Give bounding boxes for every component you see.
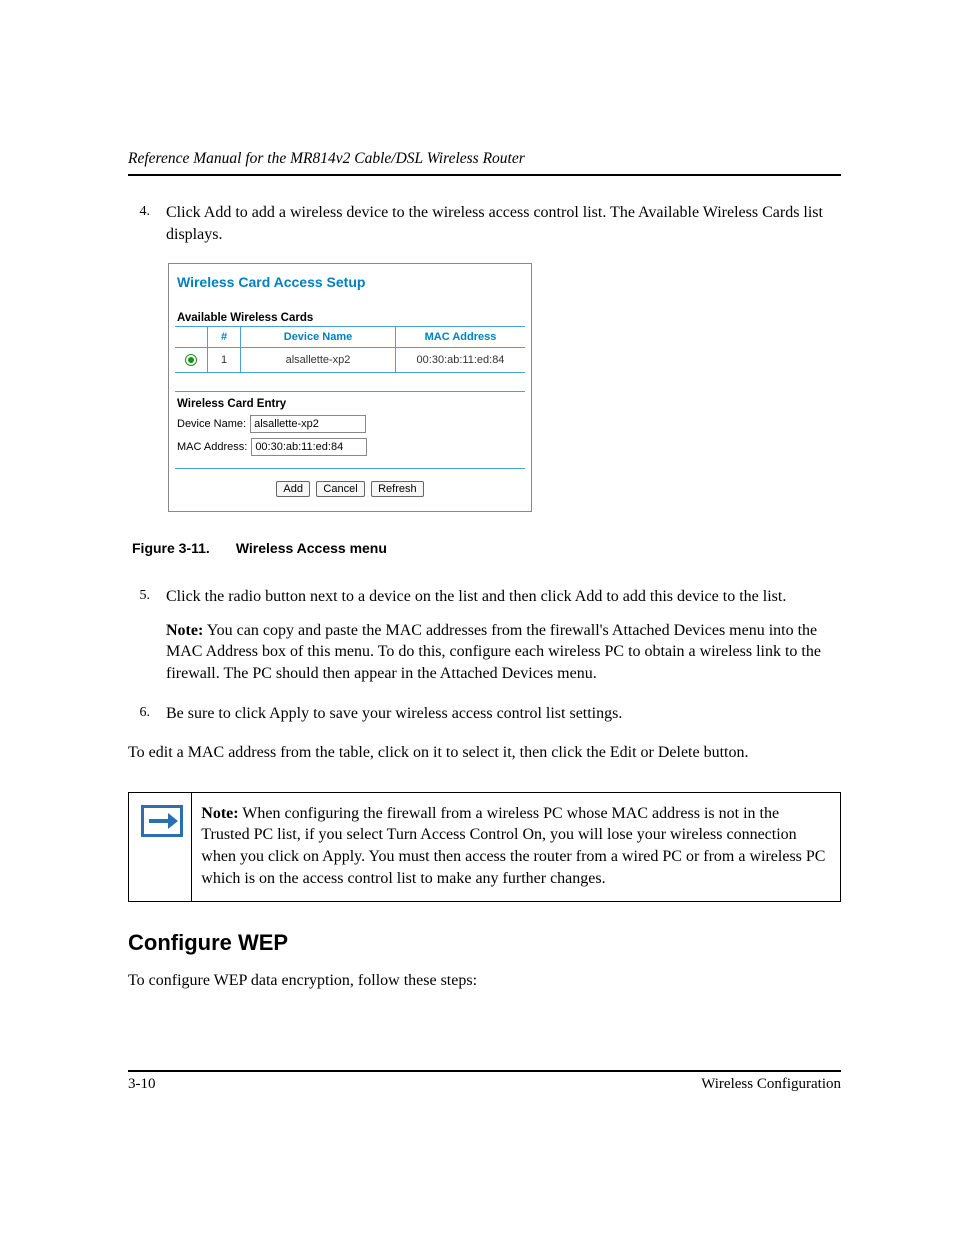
refresh-button[interactable]: Refresh	[371, 481, 424, 497]
row-num: 1	[208, 348, 241, 373]
wireless-access-figure: Wireless Card Access Setup Available Wir…	[168, 263, 532, 512]
figure-caption: Figure 3-11.Wireless Access menu	[132, 540, 841, 556]
footer-rule	[128, 1070, 841, 1072]
section-title: Wireless Configuration	[701, 1076, 841, 1093]
available-cards-heading: Available Wireless Cards	[177, 312, 525, 324]
col-name: Device Name	[241, 327, 396, 348]
page-number: 3-10	[128, 1076, 156, 1093]
cancel-button[interactable]: Cancel	[316, 481, 364, 497]
entry-heading: Wireless Card Entry	[177, 398, 525, 410]
note-box: Note: When configuring the firewall from…	[128, 792, 841, 902]
row-radio[interactable]	[185, 354, 197, 366]
mac-address-input[interactable]: 00:30:ab:11:ed:84	[251, 438, 367, 456]
edit-paragraph: To edit a MAC address from the table, cl…	[128, 742, 841, 764]
row-mac: 00:30:ab:11:ed:84	[396, 348, 526, 373]
available-cards-table: # Device Name MAC Address 1 alsallette-x…	[175, 326, 525, 373]
step-5-text: Click the radio button next to a device …	[166, 586, 841, 608]
configure-wep-heading: Configure WEP	[128, 930, 841, 956]
step-6-marker: 6.	[128, 703, 150, 725]
figure-title: Wireless Card Access Setup	[177, 274, 525, 290]
col-mac: MAC Address	[396, 327, 526, 348]
device-name-label: Device Name:	[177, 418, 246, 430]
add-button[interactable]: Add	[276, 481, 310, 497]
arrow-icon	[141, 805, 183, 837]
device-name-input[interactable]: alsallette-xp2	[250, 415, 366, 433]
table-row[interactable]: 1 alsallette-xp2 00:30:ab:11:ed:84	[175, 348, 525, 373]
step-6-text: Be sure to click Apply to save your wire…	[166, 703, 841, 725]
mac-address-label: MAC Address:	[177, 441, 247, 453]
step-4-text: Click Add to add a wireless device to th…	[166, 202, 841, 245]
step-5-marker: 5.	[128, 586, 150, 684]
header-rule	[128, 174, 841, 176]
col-num: #	[208, 327, 241, 348]
col-radio	[175, 327, 208, 348]
configure-wep-intro: To configure WEP data encryption, follow…	[128, 970, 841, 992]
note-text: Note: When configuring the firewall from…	[191, 793, 840, 901]
step-4-marker: 4.	[128, 202, 150, 245]
step-5-note: Note: You can copy and paste the MAC add…	[166, 620, 841, 685]
row-name: alsallette-xp2	[241, 348, 396, 373]
running-header: Reference Manual for the MR814v2 Cable/D…	[128, 150, 841, 168]
